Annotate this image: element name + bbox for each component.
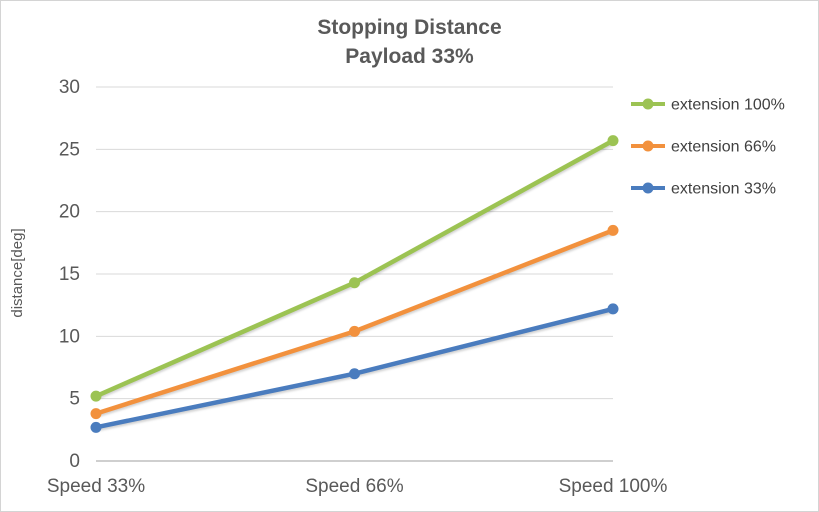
legend-swatch-marker	[642, 140, 654, 152]
y-axis-title: distance[deg]	[9, 228, 26, 318]
chart-title: Stopping Distance	[317, 16, 502, 39]
legend-item-label: extension 33%	[671, 181, 776, 198]
series-marker	[90, 390, 102, 402]
y-axis-tick-label: 30	[59, 77, 80, 98]
chart-subtitle: Payload 33%	[345, 45, 474, 68]
series-marker	[607, 135, 619, 147]
y-axis-tick-label: 10	[59, 326, 80, 347]
legend-swatch-marker	[642, 182, 654, 194]
series-marker	[607, 224, 619, 236]
series-marker	[349, 368, 360, 380]
x-axis-category-label: Speed 66%	[305, 476, 403, 497]
y-axis-tick-label: 0	[69, 451, 80, 472]
series-marker	[607, 303, 619, 315]
legend-item-label: extension 100%	[671, 97, 785, 114]
y-axis-tick-label: 5	[69, 389, 80, 410]
series-marker	[349, 277, 360, 289]
series-marker	[90, 408, 102, 420]
y-axis-tick-label: 20	[59, 202, 80, 223]
series-line	[93, 228, 616, 416]
x-axis-category-label: Speed 100%	[559, 476, 668, 497]
series-marker	[90, 421, 102, 433]
y-axis-tick-label: 15	[59, 264, 80, 285]
x-axis-category-label: Speed 33%	[47, 476, 145, 497]
chart-title-block: Stopping Distance Payload 33%	[1, 13, 818, 71]
legend-item-label: extension 66%	[671, 139, 776, 156]
series-line	[93, 138, 616, 399]
y-axis-tick-label: 25	[59, 139, 80, 160]
legend-swatch-marker	[642, 98, 654, 110]
series-marker	[349, 325, 360, 337]
